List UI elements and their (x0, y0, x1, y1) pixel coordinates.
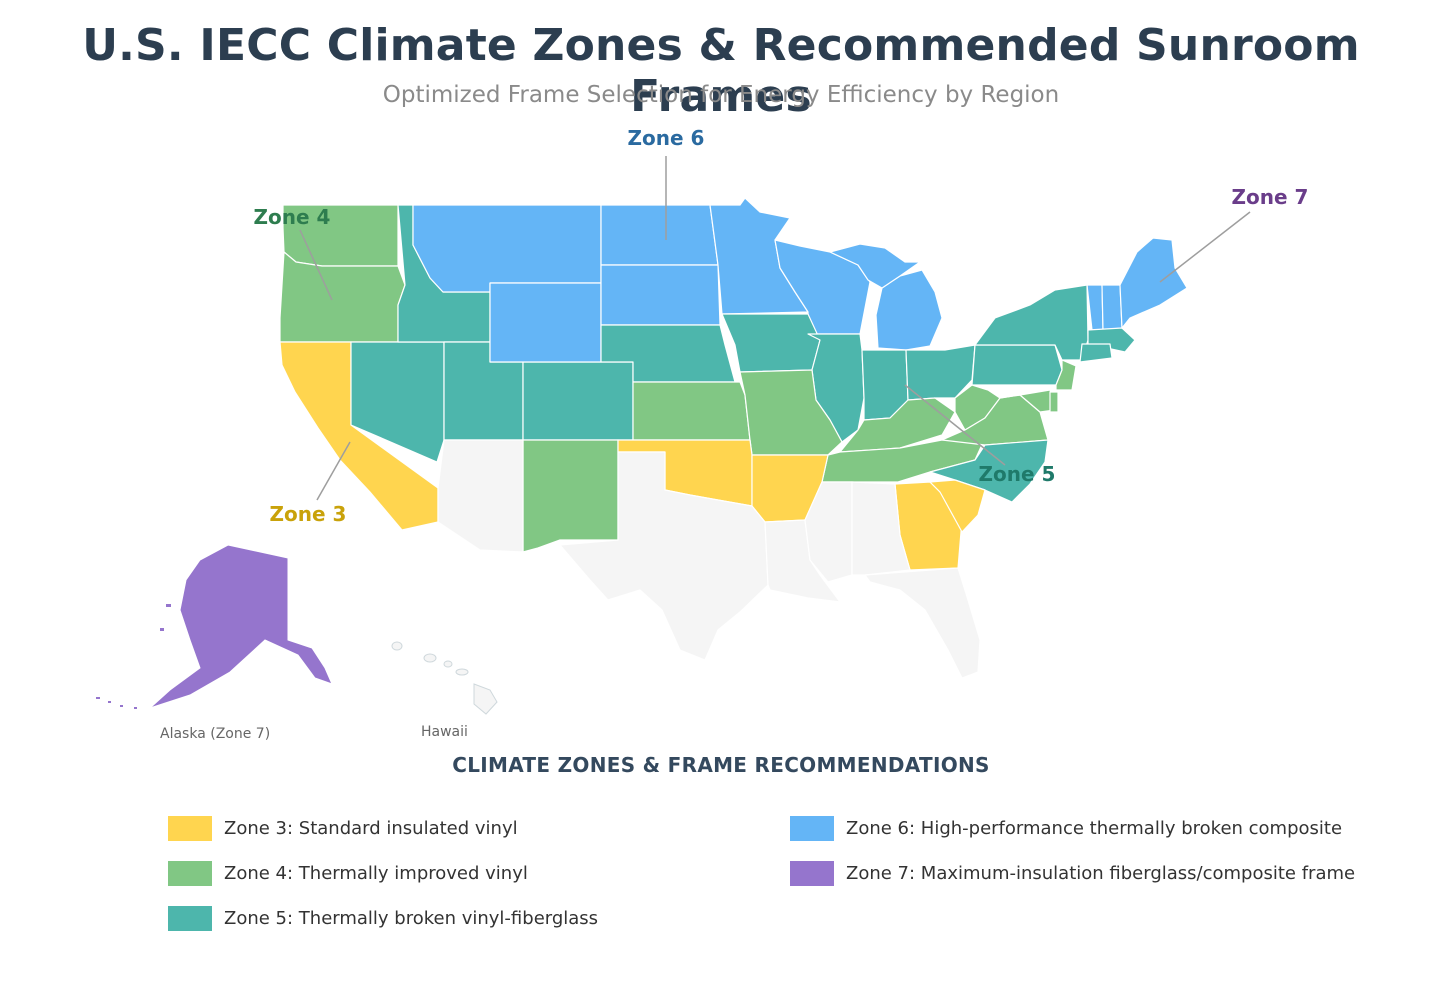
state-kansas[interactable] (632, 381, 751, 441)
legend-item-zone3: Zone 3: Standard insulated vinyl (168, 815, 518, 841)
us-climate-zone-map: Zone 6 Zone 4 Zone 7 Zone 3 Zone 5 Alask… (96, 126, 1309, 742)
legend-label: Zone 4: Thermally improved vinyl (224, 862, 528, 884)
state-missouri[interactable] (739, 369, 843, 456)
state-oregon[interactable] (279, 251, 406, 343)
state-alabama[interactable] (851, 481, 911, 576)
legend-swatch (790, 815, 834, 841)
legend-label: Zone 6: High-performance thermally broke… (846, 817, 1343, 839)
zone7-callout-label: Zone 7 (1232, 185, 1309, 209)
page-subtitle: Optimized Frame Selection for Energy Eff… (382, 82, 1060, 108)
alaska-inset-label: Alaska (Zone 7) (160, 726, 270, 742)
state-delaware[interactable] (1049, 391, 1059, 413)
legend-item-zone5: Zone 5: Thermally broken vinyl-fiberglas… (168, 905, 598, 931)
legend-label: Zone 5: Thermally broken vinyl-fiberglas… (224, 907, 599, 929)
zone4-callout-label: Zone 4 (254, 205, 331, 229)
legend-item-zone6: Zone 6: High-performance thermally broke… (790, 815, 1342, 841)
alaska-islands (96, 604, 171, 709)
legend-swatch (790, 860, 834, 886)
state-michigan-up[interactable] (829, 243, 921, 289)
state-alaska[interactable] (149, 544, 333, 709)
state-new-hampshire[interactable] (1101, 284, 1123, 331)
state-texas[interactable] (559, 451, 769, 661)
state-wyoming[interactable] (489, 282, 602, 363)
state-new-mexico[interactable] (522, 439, 619, 553)
state-north-dakota[interactable] (600, 204, 719, 266)
legend-label: Zone 7: Maximum-insulation fiberglass/co… (846, 862, 1356, 884)
state-arizona[interactable] (437, 439, 524, 553)
state-florida[interactable] (864, 567, 981, 679)
legend-title: CLIMATE ZONES & FRAME RECOMMENDATIONS (452, 753, 990, 777)
state-south-carolina[interactable] (929, 479, 986, 533)
legend-item-zone7: Zone 7: Maximum-insulation fiberglass/co… (790, 860, 1355, 886)
state-maine[interactable] (1119, 237, 1188, 329)
legend-swatch (168, 905, 212, 931)
state-connecticut[interactable] (1079, 343, 1113, 363)
page-title: U.S. IECC Climate Zones & Recommended Su… (82, 20, 1360, 122)
legend-swatch (168, 815, 212, 841)
state-iowa[interactable] (721, 313, 821, 373)
zone6-callout-label: Zone 6 (628, 126, 705, 150)
state-montana[interactable] (412, 204, 602, 293)
state-new-jersey[interactable] (1055, 359, 1077, 391)
legend-item-zone4: Zone 4: Thermally improved vinyl (168, 860, 528, 886)
zone5-callout-label: Zone 5 (979, 462, 1056, 486)
state-hawaii[interactable] (391, 641, 498, 715)
zone3-callout-label: Zone 3 (270, 502, 347, 526)
state-new-york[interactable] (974, 284, 1089, 361)
hawaii-inset-label: Hawaii (421, 724, 468, 740)
state-michigan[interactable] (875, 269, 943, 351)
legend-label: Zone 3: Standard insulated vinyl (224, 817, 518, 839)
state-colorado[interactable] (522, 361, 634, 441)
legend-swatch (168, 860, 212, 886)
state-pennsylvania[interactable] (971, 344, 1063, 386)
state-vermont[interactable] (1086, 284, 1104, 331)
state-south-dakota[interactable] (600, 264, 721, 326)
